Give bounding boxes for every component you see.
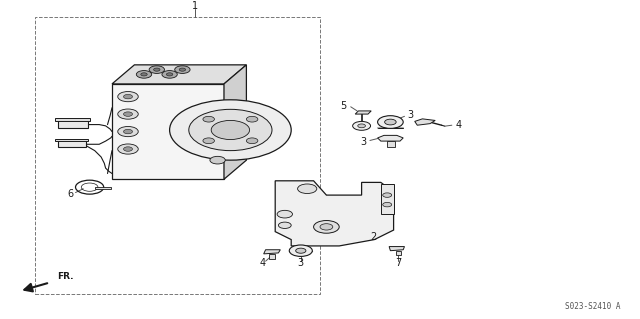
Circle shape xyxy=(203,138,214,144)
Text: 1: 1 xyxy=(192,1,198,11)
Bar xyxy=(58,121,88,128)
Circle shape xyxy=(141,73,147,76)
Circle shape xyxy=(118,126,138,137)
Bar xyxy=(269,254,275,259)
Text: 3: 3 xyxy=(360,137,366,147)
Circle shape xyxy=(203,116,214,122)
Circle shape xyxy=(166,73,173,76)
Polygon shape xyxy=(275,181,394,246)
Circle shape xyxy=(118,144,138,154)
Text: 6: 6 xyxy=(67,189,74,199)
Circle shape xyxy=(246,138,258,144)
Polygon shape xyxy=(224,65,246,179)
Polygon shape xyxy=(415,119,435,125)
Circle shape xyxy=(179,68,186,71)
Text: 7: 7 xyxy=(395,258,401,268)
Text: FR.: FR. xyxy=(58,272,74,281)
Text: 4: 4 xyxy=(456,120,462,130)
Circle shape xyxy=(124,147,132,151)
Circle shape xyxy=(149,66,164,73)
Polygon shape xyxy=(264,250,280,254)
Bar xyxy=(35,17,320,293)
Text: 4: 4 xyxy=(259,258,266,268)
Circle shape xyxy=(278,222,291,228)
Circle shape xyxy=(353,122,371,130)
Circle shape xyxy=(289,245,312,256)
Text: S023-S2410 A: S023-S2410 A xyxy=(565,302,621,311)
Circle shape xyxy=(314,220,339,233)
Bar xyxy=(387,141,395,147)
Circle shape xyxy=(296,248,306,253)
Bar xyxy=(58,140,86,147)
Circle shape xyxy=(118,92,138,102)
Polygon shape xyxy=(389,247,404,251)
Circle shape xyxy=(298,184,317,194)
Circle shape xyxy=(383,203,392,207)
Text: 3: 3 xyxy=(298,258,304,268)
Circle shape xyxy=(385,119,396,125)
Bar xyxy=(396,251,401,256)
Text: 3: 3 xyxy=(408,110,414,120)
Circle shape xyxy=(124,129,132,134)
Circle shape xyxy=(210,156,225,164)
Circle shape xyxy=(358,124,365,128)
Circle shape xyxy=(175,66,190,73)
Circle shape xyxy=(277,210,292,218)
Circle shape xyxy=(189,109,272,151)
Polygon shape xyxy=(112,65,246,84)
Circle shape xyxy=(118,109,138,119)
Circle shape xyxy=(211,121,250,139)
Circle shape xyxy=(320,224,333,230)
Bar xyxy=(381,184,394,214)
Circle shape xyxy=(154,68,160,71)
Bar xyxy=(55,118,90,121)
Circle shape xyxy=(124,112,132,116)
Circle shape xyxy=(124,94,132,99)
Text: 5: 5 xyxy=(340,100,346,110)
Circle shape xyxy=(219,138,232,144)
Circle shape xyxy=(170,100,291,160)
Circle shape xyxy=(162,70,177,78)
Circle shape xyxy=(246,116,258,122)
Bar xyxy=(55,138,88,141)
Circle shape xyxy=(383,193,392,197)
Polygon shape xyxy=(378,135,403,141)
Polygon shape xyxy=(355,111,371,114)
Bar xyxy=(95,187,111,189)
Circle shape xyxy=(136,70,152,78)
Bar xyxy=(112,84,224,179)
Text: 2: 2 xyxy=(370,232,376,242)
Circle shape xyxy=(378,116,403,128)
